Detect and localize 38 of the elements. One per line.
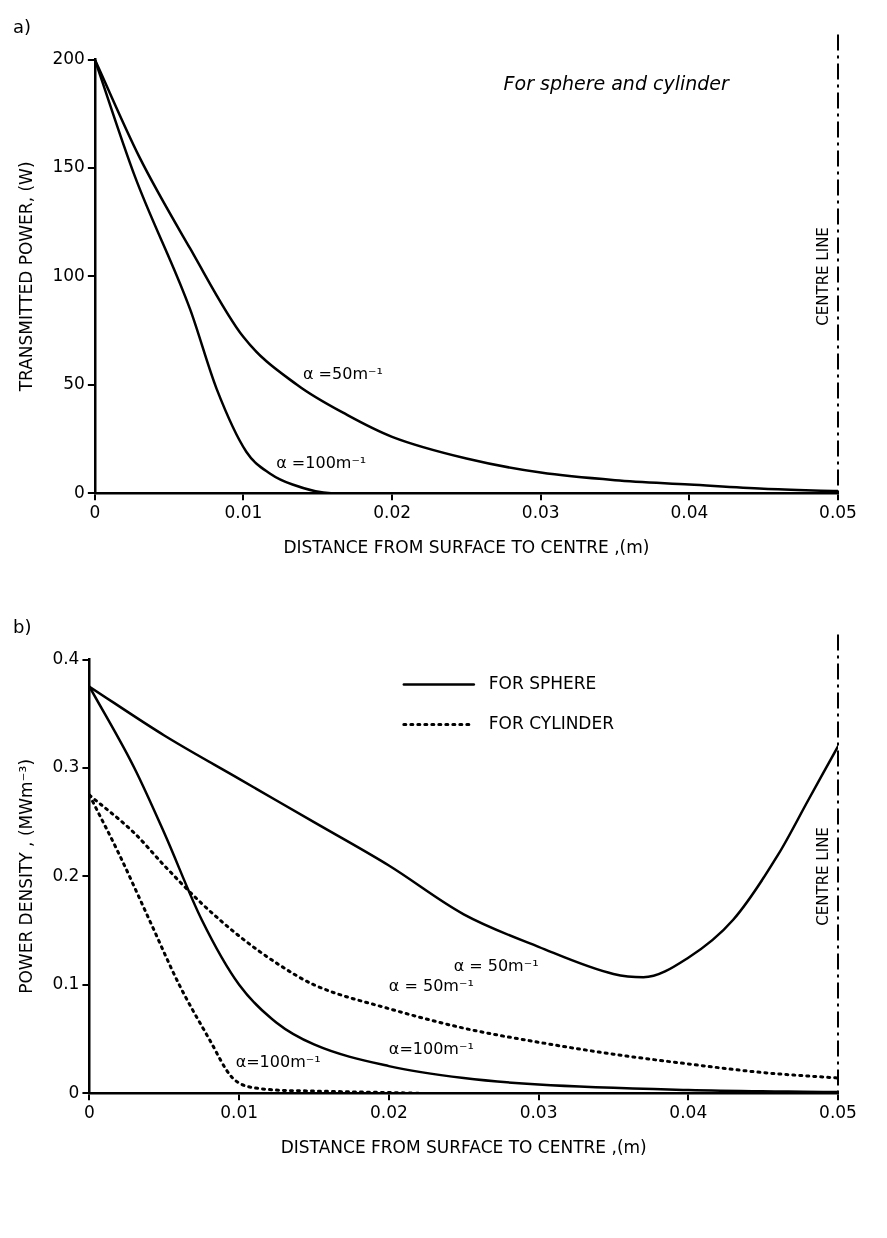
y-tick-label: 0.4 xyxy=(52,648,80,669)
x-tick-label: 0.01 xyxy=(220,1101,259,1122)
y-tick-label: 100 xyxy=(52,264,85,285)
x-tick-label: 0.05 xyxy=(819,501,857,522)
x-tick-label: 0.04 xyxy=(669,1101,708,1122)
y-tick-label: 0 xyxy=(68,1081,80,1102)
annotation: For sphere and cylinder xyxy=(503,71,731,94)
series-label: α =50m⁻¹ xyxy=(302,363,383,383)
ref-line-label: CENTRE LINE xyxy=(814,827,833,926)
chart-title: b) xyxy=(13,616,32,638)
y-tick-label: 50 xyxy=(63,373,85,394)
x-tick-label: 0.03 xyxy=(519,1101,558,1122)
x-axis-title: DISTANCE FROM SURFACE TO CENTRE ,(m) xyxy=(280,1137,647,1158)
x-tick-label: 0.04 xyxy=(670,501,709,522)
y-tick-label: 0.1 xyxy=(52,973,80,994)
chart-title: a) xyxy=(13,16,32,38)
x-axis-title: DISTANCE FROM SURFACE TO CENTRE ,(m) xyxy=(283,537,650,558)
series-label: α = 50m⁻¹ xyxy=(453,956,539,976)
annotation: FOR SPHERE xyxy=(488,673,597,694)
y-tick-label: 200 xyxy=(52,48,85,69)
x-tick-label: 0 xyxy=(89,501,101,522)
y-tick-label: 150 xyxy=(52,156,85,177)
y-axis-title: TRANSMITTED POWER, (W) xyxy=(15,161,36,393)
y-axis-title: POWER DENSITY , (MWm⁻³) xyxy=(15,758,36,994)
series-label: α =100m⁻¹ xyxy=(276,452,367,472)
ref-line-label: CENTRE LINE xyxy=(814,227,833,326)
annotation: FOR CYLINDER xyxy=(488,713,615,734)
x-tick-label: 0.05 xyxy=(819,1101,857,1122)
x-tick-label: 0.01 xyxy=(224,501,263,522)
y-tick-label: 0.2 xyxy=(52,864,80,885)
series-label: α=100m⁻¹ xyxy=(235,1052,321,1072)
x-tick-label: 0.03 xyxy=(521,501,560,522)
x-tick-label: 0.02 xyxy=(373,501,412,522)
y-tick-label: 0.3 xyxy=(52,756,80,777)
y-tick-label: 0 xyxy=(74,481,85,502)
x-tick-label: 0.02 xyxy=(369,1101,408,1122)
series-label: α = 50m⁻¹ xyxy=(388,975,474,995)
series-label: α=100m⁻¹ xyxy=(388,1039,474,1059)
